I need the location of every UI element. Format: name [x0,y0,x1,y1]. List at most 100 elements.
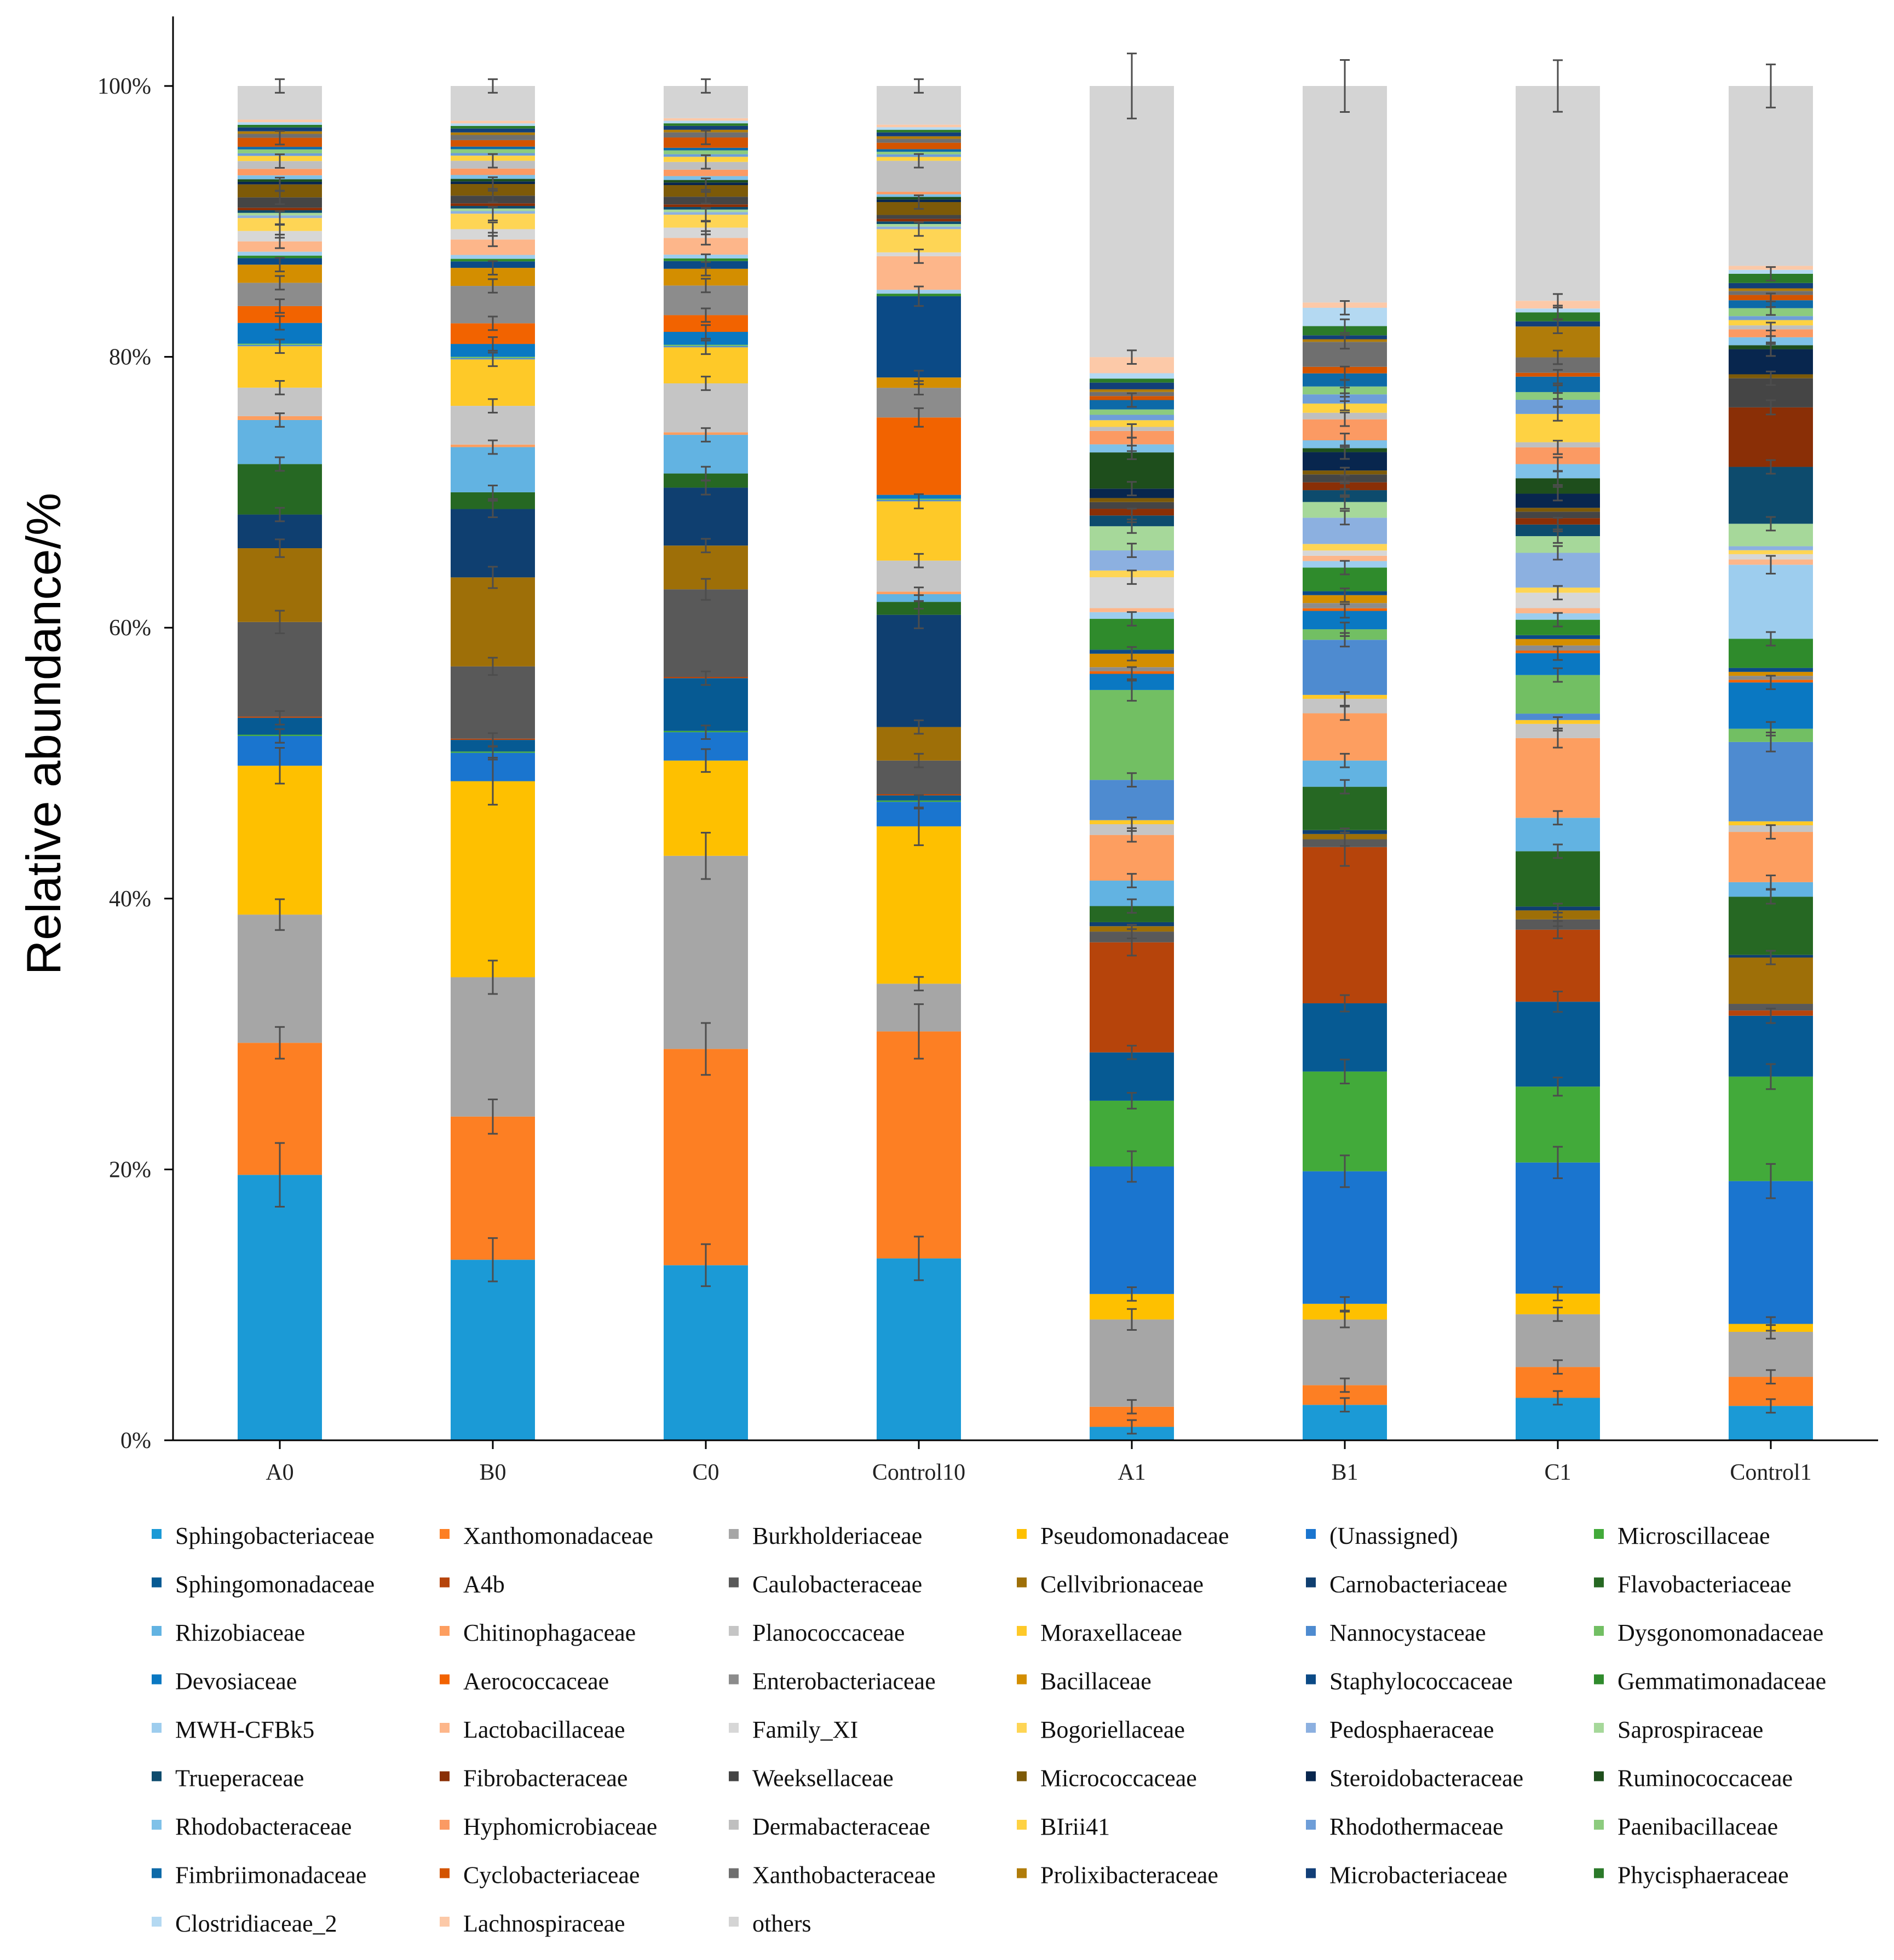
bar-segment [1303,1319,1387,1386]
bar-segment [877,132,961,136]
bar-segment [1729,550,1813,554]
bar-segment [877,826,961,984]
bar-segment [1090,1319,1174,1407]
bar-segment [1729,668,1813,672]
legend-swatch [152,1529,162,1539]
bar-segment [1303,847,1387,1004]
legend-label: Cellvibrionaceae [1040,1571,1204,1598]
bar-segment [1090,409,1174,415]
legend-swatch [1306,1529,1316,1539]
legend-swatch [152,1674,162,1685]
legend-label: others [752,1910,811,1937]
bar-segment [451,123,535,127]
legend-label: Enterobacteriaceae [752,1668,936,1695]
y-tick-label: 0% [120,1428,151,1453]
bar-segment [1729,467,1813,524]
bar-segment [877,417,961,495]
bar-segment [451,146,535,150]
bar-segment [877,152,961,154]
bar-segment [1516,851,1600,907]
bar-segment [1729,671,1813,676]
bar-segment [1516,929,1600,1002]
legend-label: Sphingomonadaceae [175,1571,375,1598]
bar-segment [664,169,748,176]
bar-segment [1516,86,1600,301]
legend-label: Dermabacteraceae [752,1813,930,1840]
bar-segment [1729,1004,1813,1011]
legend-swatch [729,1771,739,1781]
bar-segment [238,208,322,210]
legend-label: Xanthomonadaceae [463,1522,653,1549]
bar-segment [238,622,322,717]
bar-segment [1729,682,1813,729]
bar-segment [1090,498,1174,502]
legend-label: Micrococcaceae [1040,1765,1197,1792]
bar-segment [451,126,535,129]
bar-segment [238,122,322,125]
legend-label: Cyclobacteriaceae [463,1862,640,1889]
legend-label: Lachnospiraceae [463,1910,625,1937]
y-axis-title: Relative abundance/% [16,493,71,975]
legend-swatch [729,1868,739,1878]
legend-label: Pedosphaeraceae [1329,1716,1494,1743]
bar-segment [1729,316,1813,320]
legend-label: BIrii41 [1040,1813,1110,1840]
legend-label: Carnobacteriaceae [1329,1571,1507,1598]
y-tick-label: 80% [109,345,151,370]
bar-segment [238,255,322,258]
bar-segment [1516,1314,1600,1367]
bar-segment [877,127,961,130]
bar-segment [451,128,535,133]
legend-swatch [1594,1868,1604,1878]
legend-label: Weeksellaceae [752,1765,894,1792]
bar-segment [451,135,535,140]
bar-segment [1729,288,1813,291]
bar-segment [451,140,535,147]
legend-swatch [440,1529,450,1539]
bar-segment [877,219,961,222]
legend-swatch [1017,1868,1027,1878]
bar-segment [451,1116,535,1260]
bar-segment [451,1260,535,1440]
legend-swatch [1594,1674,1604,1685]
bar-segment [1090,86,1174,358]
legend-swatch [440,1868,450,1878]
legend-label: Dysgonomonadaceae [1617,1619,1823,1646]
legend-swatch [729,1626,739,1636]
bar-segment [1729,957,1813,1004]
legend-swatch [440,1723,450,1733]
bar-segment [1729,283,1813,289]
legend-swatch [1017,1577,1027,1588]
bar-segment [1090,378,1174,383]
legend-label: Xanthobacteraceae [752,1862,936,1889]
bar-segment [664,150,748,154]
bar-segment [1516,508,1600,512]
bar-segment [1516,639,1600,646]
legend-label: Caulobacteraceae [752,1571,922,1598]
legend-label: Devosiaceae [175,1668,297,1695]
bar-segment [1729,1181,1813,1324]
bar-segment [451,149,535,153]
legend-label: Lactobacillaceae [463,1716,625,1743]
axes-layer [172,16,1878,1441]
bar-segment [238,766,322,915]
x-tick-label: A0 [266,1460,293,1485]
bar-segment [664,678,748,731]
bar-segment [1090,608,1174,612]
bar-segment [664,204,748,207]
legend-swatch [1306,1626,1316,1636]
bar-segment [1729,896,1813,955]
legend-label: Pseudomonadaceae [1040,1522,1229,1549]
bar-segment [877,124,961,128]
bar-segment [238,124,322,128]
legend-label: Fimbriimonadaceae [175,1862,366,1889]
legend-swatch [1306,1577,1316,1588]
legend-swatch [729,1577,739,1588]
legend-swatch [729,1820,739,1830]
bar-segment [1729,821,1813,826]
legend-swatch [729,1917,739,1927]
legend-swatch [1594,1626,1604,1636]
y-tick-label: 60% [109,616,151,641]
bar-segment [877,192,961,194]
